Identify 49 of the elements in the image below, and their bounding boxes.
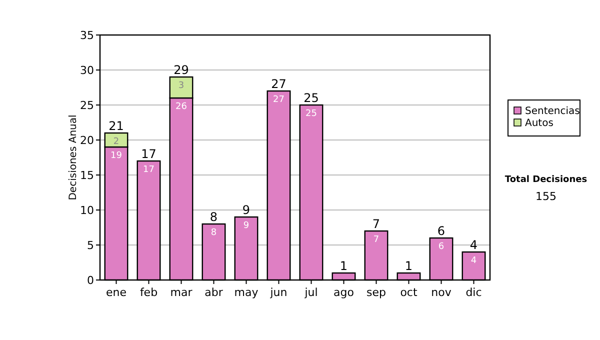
x-tick-label: ago [334, 286, 354, 299]
text: 155 [536, 190, 556, 203]
x-tick-label: nov [431, 286, 452, 299]
total-label: 6 [437, 224, 446, 238]
legend-label: Autos [525, 118, 554, 129]
data-label: 9 [243, 221, 250, 231]
x-tick-label: mar [170, 286, 193, 299]
y-tick-label: 15 [80, 169, 94, 182]
x-tick-label: feb [140, 286, 158, 299]
data-label: 27 [273, 95, 284, 105]
x-tick-label: abr [204, 286, 224, 299]
x-tick-label: oct [400, 286, 418, 299]
total-label: 25 [304, 91, 319, 105]
y-tick-label: 10 [80, 204, 94, 217]
y-tick-label: 5 [87, 239, 94, 252]
total-label: 8 [210, 210, 218, 224]
total-label: 21 [108, 119, 124, 133]
data-label: 3 [178, 81, 184, 91]
total-label: 1 [404, 259, 413, 273]
total-label: 4 [470, 238, 478, 252]
data-label: 26 [176, 102, 188, 112]
x-tick-label: ene [106, 286, 127, 299]
y-tick-label: 0 [87, 274, 94, 287]
y-axis-title: Decisiones Anual [68, 114, 79, 200]
x-tick-label: jun [269, 286, 288, 299]
data-label: 17 [143, 165, 154, 175]
y-tick-label: 30 [80, 64, 94, 77]
y-tick-label: 20 [80, 134, 94, 147]
data-label: 7 [373, 235, 380, 245]
y-tick-label: 25 [80, 99, 94, 112]
x-tick-label: sep [366, 286, 386, 299]
y-tick-label: 35 [80, 29, 94, 42]
total-label: 1 [340, 259, 348, 273]
data-label: 25 [306, 109, 317, 119]
legend-label: Sentencias [525, 106, 580, 117]
total-label: 9 [242, 203, 250, 217]
x-tick-label: may [234, 286, 259, 299]
total-label: 17 [141, 147, 156, 161]
data-label: 6 [438, 242, 444, 252]
x-tick-label: jul [304, 286, 318, 299]
total-label: 7 [372, 217, 380, 231]
total-label: 29 [174, 63, 189, 77]
data-label: 4 [470, 256, 477, 266]
total-label: 27 [271, 77, 286, 91]
data-label: 8 [210, 228, 217, 238]
data-label: 2 [113, 137, 120, 147]
x-tick-label: dic [466, 286, 482, 299]
text: Total Decisiones [504, 175, 588, 185]
data-label: 19 [110, 151, 122, 161]
